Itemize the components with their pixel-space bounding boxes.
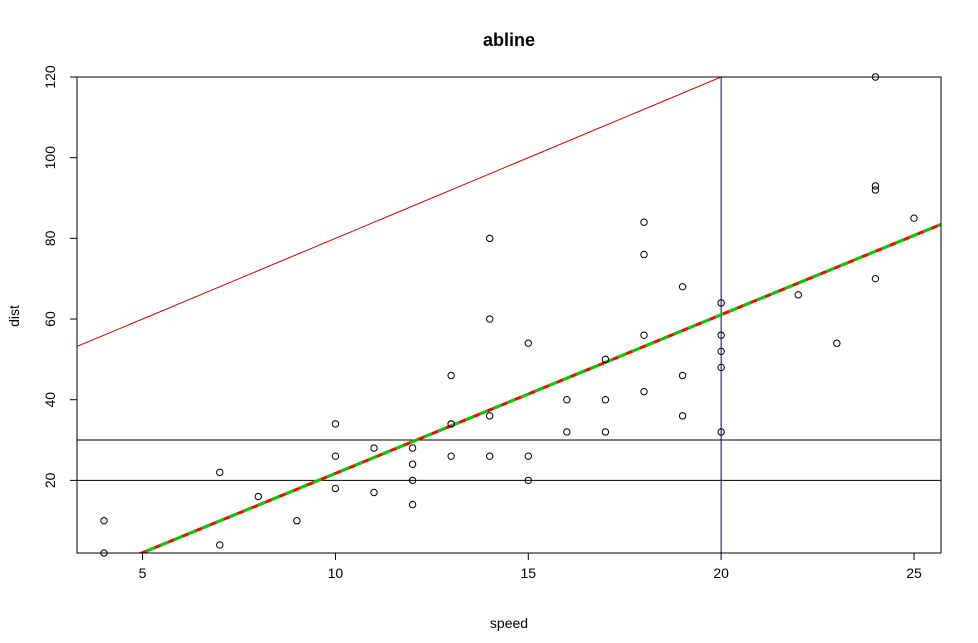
x-axis-label: speed — [490, 615, 528, 631]
y-axis: 20 40 60 80 100 120 — [42, 65, 77, 488]
data-point — [370, 444, 378, 452]
data-point — [486, 412, 494, 420]
data-point — [100, 517, 108, 525]
data-point — [216, 541, 224, 549]
data-point — [678, 412, 687, 420]
data-point — [331, 420, 340, 428]
data-point — [563, 396, 571, 404]
data-point — [408, 500, 417, 509]
scatter-points — [100, 73, 918, 557]
data-point — [717, 331, 725, 339]
data-point — [447, 420, 455, 428]
data-point — [563, 428, 571, 436]
data-point — [293, 517, 301, 525]
data-point — [408, 460, 417, 468]
data-point — [524, 452, 532, 460]
data-point — [486, 315, 494, 323]
data-point — [524, 476, 532, 485]
data-point — [447, 452, 455, 460]
y-tick-label: 20 — [42, 472, 58, 488]
data-point — [254, 492, 262, 501]
data-point — [331, 484, 340, 493]
data-point — [370, 488, 378, 497]
x-axis: 5 10 15 20 25 — [139, 553, 922, 581]
reference-line-1 — [77, 77, 723, 347]
chart-title: abline — [483, 30, 535, 50]
data-point — [717, 428, 725, 436]
data-point — [640, 218, 648, 226]
data-point — [601, 396, 610, 404]
data-point — [486, 234, 494, 243]
y-tick-label: 60 — [42, 311, 58, 327]
data-point — [678, 283, 687, 291]
data-point — [871, 182, 880, 190]
data-point — [717, 347, 725, 356]
data-point — [717, 363, 725, 372]
y-axis-label: dist — [6, 305, 22, 327]
data-point — [871, 274, 880, 283]
y-tick-label: 40 — [42, 392, 58, 408]
y-tick-label: 80 — [42, 230, 58, 246]
data-point — [486, 452, 494, 460]
data-point — [640, 250, 648, 259]
data-point — [601, 428, 610, 436]
y-tick-label: 120 — [42, 65, 58, 89]
data-point — [678, 371, 687, 380]
data-point — [408, 476, 417, 485]
x-tick-label: 10 — [328, 565, 344, 581]
x-tick-label: 15 — [520, 565, 536, 581]
x-tick-label: 20 — [713, 565, 729, 581]
data-point — [447, 371, 455, 380]
data-point — [717, 299, 725, 307]
data-point — [331, 452, 340, 460]
x-tick-label: 5 — [139, 565, 147, 581]
data-point — [910, 214, 918, 222]
data-point — [601, 355, 610, 364]
data-point — [640, 331, 648, 339]
data-point — [408, 444, 417, 452]
reference-line-6 — [137, 222, 941, 553]
data-point — [640, 387, 648, 396]
data-point — [524, 339, 532, 347]
data-point — [833, 339, 841, 347]
data-point — [794, 291, 802, 299]
x-tick-label: 25 — [906, 565, 922, 581]
plot-frame — [76, 76, 942, 554]
data-point — [871, 186, 880, 194]
data-point — [216, 468, 224, 477]
y-tick-label: 100 — [42, 146, 58, 170]
reference-lines — [77, 77, 941, 553]
